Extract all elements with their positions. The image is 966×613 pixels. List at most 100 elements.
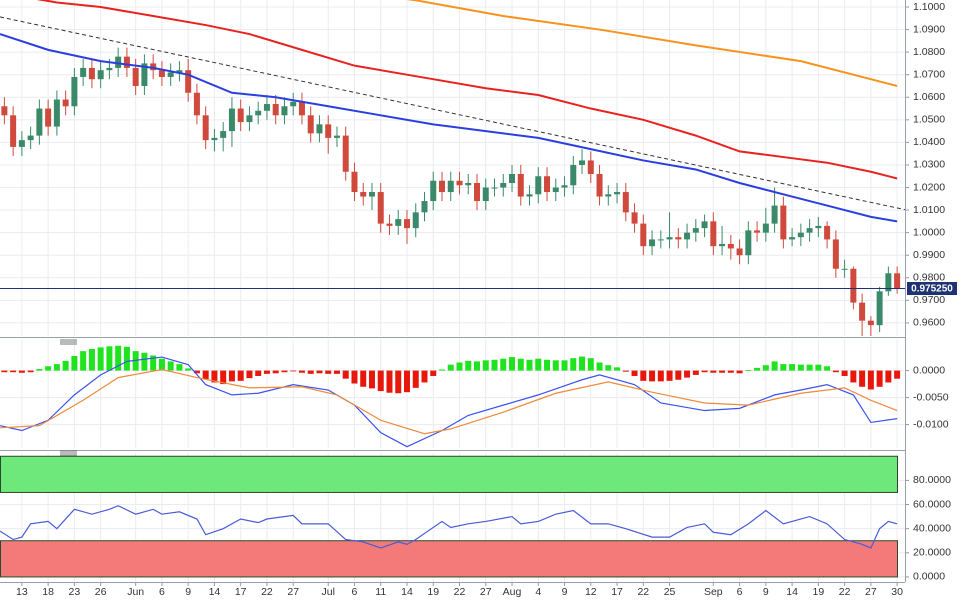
macd-histogram-bar xyxy=(622,370,629,372)
candle-body xyxy=(141,63,148,86)
candle-body xyxy=(150,63,157,71)
x-tick-label: 22 xyxy=(454,586,466,598)
candle-body xyxy=(859,302,866,321)
x-tick-label: 4 xyxy=(535,586,541,598)
candle-body xyxy=(754,230,761,233)
x-tick-label: 6 xyxy=(159,586,165,598)
x-tick-label: 27 xyxy=(480,586,492,598)
y-tick-label: 40.0000 xyxy=(913,522,951,534)
candle-body xyxy=(745,230,752,256)
last-price-label: 0.975250 xyxy=(911,284,953,295)
candle-body xyxy=(605,194,612,197)
x-tick-label: 9 xyxy=(562,586,568,598)
candle-body xyxy=(509,173,516,184)
panel xyxy=(0,0,905,336)
macd-histogram-bar xyxy=(517,358,524,371)
macd-histogram-bar xyxy=(421,370,428,383)
macd-histogram-bar xyxy=(465,360,472,371)
y-tick-label: 0.9700 xyxy=(913,294,945,306)
rsi-band xyxy=(0,455,898,493)
candle-body xyxy=(342,135,349,172)
candle-body xyxy=(596,173,603,197)
macd-histogram-bar xyxy=(684,370,691,378)
candle-body xyxy=(692,228,699,233)
macd-histogram-bar xyxy=(605,365,612,371)
macd-histogram-bar xyxy=(745,370,752,371)
macd-histogram-bar xyxy=(438,369,445,371)
candle-body xyxy=(167,72,174,77)
macd-histogram-bar xyxy=(325,370,332,374)
macd-histogram-bar xyxy=(491,359,498,371)
y-tick-label: 20.0000 xyxy=(913,547,951,559)
macd-histogram-bar xyxy=(832,370,839,373)
macd-histogram-bar xyxy=(18,370,25,373)
macd-histogram-bar xyxy=(88,348,95,371)
macd-histogram-bar xyxy=(360,370,367,387)
macd-histogram-bar xyxy=(1,370,8,373)
macd-histogram-bar xyxy=(80,351,87,371)
macd-histogram-bar xyxy=(333,370,340,374)
candle-body xyxy=(789,237,796,240)
panel-background xyxy=(0,0,905,336)
candle-body xyxy=(263,104,270,111)
candle-body xyxy=(561,185,568,188)
candle-body xyxy=(255,110,262,116)
candle-body xyxy=(500,183,507,188)
candle-body xyxy=(158,70,165,77)
macd-histogram-bar xyxy=(657,370,664,382)
candle-body xyxy=(622,192,629,213)
candle-body xyxy=(649,239,656,247)
macd-histogram-bar xyxy=(202,370,209,380)
x-tick-label: 18 xyxy=(42,586,54,598)
macd-histogram-bar xyxy=(167,361,174,371)
candle-body xyxy=(290,101,297,107)
macd-histogram-bar xyxy=(246,370,253,379)
macd-histogram-bar xyxy=(141,352,148,371)
macd-histogram-bar xyxy=(579,356,586,371)
candle-body xyxy=(298,101,305,116)
macd-histogram-bar xyxy=(53,364,60,371)
x-tick-label: 14 xyxy=(401,586,413,598)
x-tick-label: 26 xyxy=(95,586,107,598)
macd-histogram-bar xyxy=(298,370,305,373)
y-tick-label: 1.0400 xyxy=(913,136,945,148)
macd-histogram-bar xyxy=(824,366,831,371)
x-tick-label: 22 xyxy=(637,586,649,598)
macd-histogram-bar xyxy=(727,370,734,373)
candle-body xyxy=(614,192,621,195)
candle-body xyxy=(368,192,375,197)
candle-body xyxy=(281,106,288,116)
macd-histogram-bar xyxy=(596,362,603,371)
candle-body xyxy=(316,124,323,134)
candle-body xyxy=(841,268,848,270)
candle-body xyxy=(824,225,831,240)
x-tick-label: 14 xyxy=(786,586,798,598)
candle-body xyxy=(421,201,428,213)
candle-body xyxy=(246,115,253,123)
y-tick-label: 0.0000 xyxy=(913,571,945,583)
candle-body xyxy=(666,237,673,240)
candle-body xyxy=(640,223,647,247)
x-tick-label: Sep xyxy=(704,586,723,598)
candle-body xyxy=(587,160,594,174)
candle-body xyxy=(185,70,192,93)
candle-body xyxy=(885,273,892,292)
macd-histogram-bar xyxy=(36,368,43,371)
macd-histogram-bar xyxy=(754,367,761,371)
y-tick-label: -0.0050 xyxy=(913,391,949,403)
macd-histogram-bar xyxy=(27,370,34,373)
candle-body xyxy=(237,108,244,123)
macd-line xyxy=(0,356,898,448)
macd-histogram-bar xyxy=(885,370,892,383)
y-tick-label: 0.9800 xyxy=(913,272,945,284)
macd-histogram-bar xyxy=(614,367,621,371)
candle-body xyxy=(762,223,769,233)
candle-body xyxy=(272,104,279,116)
macd-line xyxy=(0,368,898,435)
candle-body xyxy=(10,115,17,147)
x-tick-label: 22 xyxy=(261,586,273,598)
x-tick-label: 11 xyxy=(375,586,386,598)
macd-histogram-bar xyxy=(570,358,577,371)
candle-body xyxy=(526,194,533,197)
x-tick-label: Aug xyxy=(503,586,522,598)
